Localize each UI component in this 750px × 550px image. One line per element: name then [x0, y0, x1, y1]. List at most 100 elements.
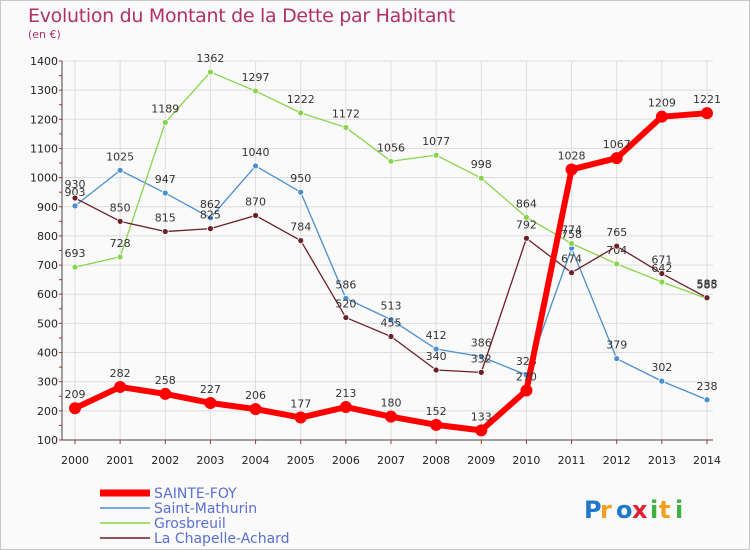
data-point: [523, 234, 530, 242]
brand-logo-letter: o: [616, 496, 633, 524]
data-point: [387, 157, 395, 165]
data-label: 227: [200, 383, 221, 396]
data-label: 758: [561, 228, 582, 241]
x-tick-label: 2003: [196, 454, 224, 467]
data-label: 765: [606, 226, 627, 239]
x-tick-label: 2008: [422, 454, 450, 467]
x-tick-label: 2012: [603, 454, 631, 467]
legend-label: La Chapelle-Achard: [154, 531, 290, 547]
data-point: [475, 424, 488, 437]
data-label: 1077: [422, 135, 450, 148]
y-tick-label: 1100: [30, 142, 58, 155]
data-point: [294, 411, 307, 424]
y-tick-label: 1000: [30, 172, 58, 185]
data-point: [477, 353, 485, 361]
x-tick-label: 2011: [558, 454, 586, 467]
data-point: [252, 87, 259, 95]
brand-logo-letter: x: [632, 496, 648, 524]
data-label: 302: [651, 361, 672, 374]
y-tick-label: 1200: [30, 113, 58, 126]
data-point: [655, 110, 668, 123]
y-tick-label: 200: [37, 405, 58, 418]
data-point: [432, 345, 440, 353]
data-point: [116, 217, 124, 225]
data-label: 1222: [287, 93, 315, 106]
data-point: [69, 402, 81, 415]
data-label: 728: [110, 237, 131, 250]
data-point: [385, 410, 397, 423]
data-point: [387, 316, 395, 323]
data-point: [116, 166, 124, 174]
x-tick-label: 2005: [287, 454, 315, 467]
data-point: [159, 387, 172, 400]
data-point: [342, 294, 350, 302]
data-label: 412: [426, 329, 447, 342]
y-tick-label: 100: [37, 434, 58, 447]
data-label: 1028: [558, 149, 586, 162]
x-tick-label: 2006: [332, 454, 360, 467]
data-label: 947: [155, 173, 176, 186]
data-label: 998: [471, 158, 492, 171]
data-point: [658, 278, 666, 286]
data-point: [610, 152, 623, 165]
data-label: 704: [606, 244, 627, 257]
data-point: [703, 294, 711, 302]
data-point: [477, 174, 485, 182]
data-point: [116, 253, 124, 261]
data-label: 870: [245, 196, 266, 209]
data-point: [703, 396, 711, 404]
data-point: [387, 333, 395, 340]
x-tick-label: 2004: [242, 454, 270, 467]
data-point: [252, 162, 259, 170]
y-tick-label: 600: [37, 288, 58, 301]
chart-subtitle: (en €): [28, 28, 61, 41]
brand-logo-letter: t: [659, 496, 670, 524]
data-label: 825: [200, 209, 221, 222]
x-tick-label: 2000: [61, 454, 89, 467]
data-label: 862: [200, 198, 221, 211]
data-point: [477, 368, 485, 376]
y-tick-label: 900: [37, 201, 58, 214]
data-label: 206: [245, 389, 266, 402]
data-label: 784: [290, 221, 311, 234]
data-label: 815: [155, 212, 176, 225]
data-point: [161, 228, 169, 235]
brand-logo-letter: i: [650, 496, 658, 524]
data-label: 903: [65, 186, 86, 199]
data-point: [430, 418, 443, 431]
data-point: [297, 109, 305, 117]
data-point: [71, 263, 79, 271]
data-label: 386: [471, 337, 492, 350]
brand-logo-letter: r: [600, 496, 612, 524]
data-label: 588: [697, 278, 718, 291]
data-label: 520: [335, 298, 356, 311]
data-label: 792: [516, 218, 537, 231]
data-label: 1221: [693, 93, 721, 106]
data-point: [161, 189, 169, 197]
x-tick-label: 2010: [512, 454, 540, 467]
data-label: 332: [471, 352, 492, 365]
data-point: [297, 237, 305, 244]
data-label: 379: [606, 339, 627, 352]
chart-title: Evolution du Montant de la Dette par Hab…: [28, 5, 456, 27]
data-point: [207, 214, 214, 222]
data-label: 585: [697, 279, 718, 292]
x-tick-label: 2002: [151, 454, 179, 467]
legend-label: SAINTE-FOY: [154, 486, 237, 502]
x-tick-label: 2009: [467, 454, 495, 467]
data-label: 864: [516, 197, 537, 210]
y-tick-label: 500: [37, 317, 58, 330]
data-point: [342, 124, 350, 131]
data-point: [114, 380, 127, 393]
data-label: 1025: [106, 150, 134, 163]
data-point: [658, 270, 666, 277]
data-point: [204, 396, 217, 409]
data-label: 950: [290, 172, 311, 185]
data-label: 238: [697, 380, 718, 393]
data-point: [71, 194, 79, 202]
data-point: [161, 119, 169, 126]
x-tick-label: 2007: [377, 454, 405, 467]
data-label: 1067: [603, 138, 631, 151]
y-tick-label: 1300: [30, 84, 58, 97]
